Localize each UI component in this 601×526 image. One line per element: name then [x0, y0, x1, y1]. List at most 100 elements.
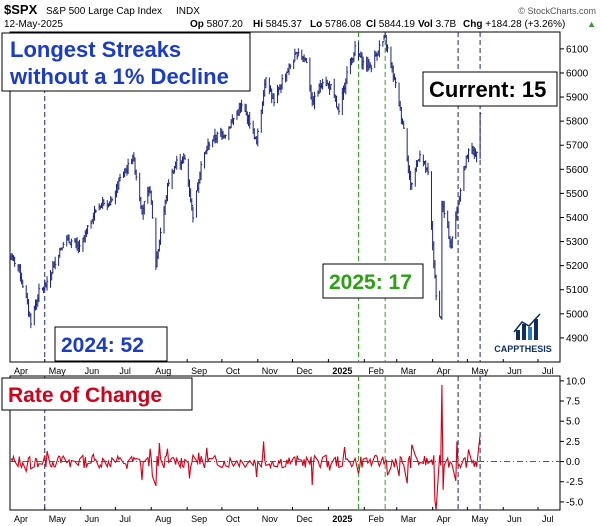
roc-title-box — [1, 377, 193, 411]
x-tick-label: Jun — [85, 366, 100, 376]
current-label: Current: 15 — [429, 77, 546, 102]
x-tick-label: Jul — [542, 366, 554, 376]
price-tick-label: 5900 — [566, 93, 589, 104]
x-tick-label: Jul — [119, 514, 131, 524]
x-tick-label: May — [471, 514, 489, 524]
bar-chart-logo-icon — [513, 313, 541, 340]
title-line-1: Longest Streaks — [10, 37, 181, 62]
price-bars — [9, 32, 482, 329]
ohlc-cl: Cl 5844.19 — [366, 19, 415, 30]
ohlc-hi: Hi 5845.37 — [253, 19, 302, 30]
streak-2025-box — [322, 263, 424, 299]
ohlc-hi-label: Hi — [253, 19, 263, 30]
x-tick-label: Mar — [401, 514, 417, 524]
ohlc-op-value: 5807.20 — [207, 19, 244, 30]
x-tick-label: Apr — [437, 366, 451, 376]
x-tick-label: Aug — [155, 514, 171, 524]
ohlc-cl-label: Cl — [366, 19, 376, 30]
date-label: 12-May-2025 — [4, 19, 63, 30]
price-tick-label: 4900 — [566, 333, 589, 344]
price-tick-label: 5100 — [566, 285, 589, 296]
title-box — [1, 32, 251, 92]
current-box — [422, 71, 558, 107]
x-tick-label: 2025 — [332, 514, 352, 524]
price-tick-label: 6100 — [566, 44, 589, 55]
x-tick-label: Apr — [14, 366, 28, 376]
price-tick-label: 5500 — [566, 189, 589, 200]
ohlc-op: Op 5807.20 — [190, 19, 243, 30]
ohlc-vol: Vol 3.7B — [418, 19, 457, 30]
ohlc-vol-value: 3.7B — [436, 19, 457, 30]
roc-tick-label: 0.0 — [566, 457, 580, 468]
roc-x-axis: Apr May Jun Jul Aug Sep Oct Nov Dec 2025 Feb Mar Apr… — [9, 507, 554, 524]
x-tick-label: Sep — [191, 514, 207, 524]
ohlc-chg-label: Chg — [463, 19, 482, 30]
exchange-label: INDX — [176, 6, 200, 17]
price-tick-label: 5300 — [566, 237, 589, 248]
x-tick-label: Feb — [368, 514, 384, 524]
x-tick-label: Apr — [14, 514, 28, 524]
price-tick-label: 5400 — [566, 213, 589, 224]
roc-series — [10, 384, 481, 511]
x-tick-label: Jun — [507, 514, 522, 524]
streak-2025-label: 2025: 17 — [329, 271, 412, 294]
x-tick-label: Apr — [437, 514, 451, 524]
price-y-axis: 4900 5000 5100 5200 5300 5400 5500 5600 5700 5800… — [560, 44, 589, 344]
roc-title: Rate of Change — [8, 384, 162, 407]
ohlc-lo-label: Lo — [310, 19, 322, 30]
price-tick-label: 5000 — [566, 309, 589, 320]
x-tick-label: Oct — [226, 514, 241, 524]
x-tick-label: Jun — [507, 366, 522, 376]
roc-panel-frame — [9, 375, 561, 511]
price-x-axis: Apr May Jun Jul Aug Sep Oct Nov Dec 2025 Feb Mar Apr… — [9, 359, 554, 376]
ohlc-lo: Lo 5786.08 — [310, 19, 362, 30]
streak-2024-label: 2024: 52 — [61, 334, 144, 357]
roc-tick-label: -5.0 — [566, 497, 584, 508]
x-tick-label: Nov — [262, 366, 279, 376]
price-tick-label: 5600 — [566, 165, 589, 176]
price-tick-label: 5800 — [566, 117, 589, 128]
x-tick-label: Oct — [226, 366, 241, 376]
index-name: S&P 500 Large Cap Index — [46, 6, 162, 17]
x-tick-label: Jul — [119, 366, 131, 376]
x-tick-label: Dec — [297, 366, 314, 376]
x-tick-label: May — [49, 514, 67, 524]
x-tick-label: Nov — [262, 514, 279, 524]
x-tick-label: Jun — [85, 514, 100, 524]
x-tick-label: Feb — [368, 366, 384, 376]
roc-line — [10, 384, 481, 511]
logo-text: CAPPTHESIS — [494, 344, 552, 354]
ohlc-chg: Chg +184.28 (+3.26%) — [463, 19, 565, 30]
roc-tick-label: 10.0 — [566, 376, 586, 387]
price-tick-label: 5700 — [566, 141, 589, 152]
price-tick-label: 6000 — [566, 68, 589, 79]
watermark: © StockCharts.com — [518, 6, 596, 16]
symbol-label: $SPX — [4, 2, 38, 17]
x-tick-label: Dec — [297, 514, 314, 524]
x-tick-label: May — [471, 366, 489, 376]
ohlc-lo-value: 5786.08 — [325, 19, 362, 30]
x-tick-label: Mar — [401, 366, 417, 376]
x-tick-label: Sep — [191, 366, 207, 376]
streak-guide-lines — [44, 32, 481, 510]
roc-tick-label: 2.5 — [566, 437, 580, 448]
capp-thesis-logo: CAPPTHESIS — [494, 313, 552, 354]
chg-up-arrow-icon: ▲ — [587, 19, 596, 29]
x-tick-label: 2025 — [332, 366, 352, 376]
ohlc-cl-value: 5844.19 — [379, 19, 416, 30]
ohlc-vol-label: Vol — [418, 19, 433, 30]
x-tick-label: Aug — [155, 366, 171, 376]
ohlc-chg-value: +184.28 (+3.26%) — [485, 19, 565, 30]
price-tick-label: 5200 — [566, 261, 589, 272]
roc-tick-label: 7.5 — [566, 397, 580, 408]
roc-tick-label: 5.0 — [566, 417, 580, 428]
x-tick-label: May — [49, 366, 67, 376]
roc-tick-label: -2.5 — [566, 477, 584, 488]
streak-2024-box — [54, 326, 168, 362]
x-tick-label: Jul — [542, 514, 554, 524]
ohlc-op-label: Op — [190, 19, 204, 30]
ohlc-hi-value: 5845.37 — [266, 19, 303, 30]
price-panel-frame — [9, 31, 561, 363]
title-line-2: without a 1% Decline — [9, 64, 229, 89]
